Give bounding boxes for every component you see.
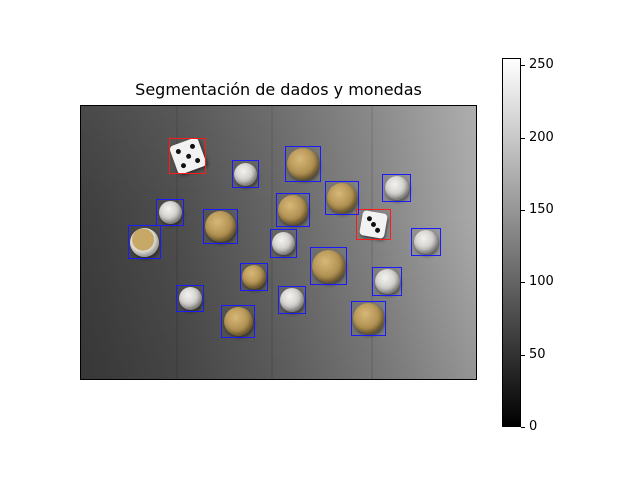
- coin: [178, 287, 202, 310]
- coin: [272, 232, 295, 255]
- coin-bounding-box: [240, 263, 268, 291]
- coin-bounding-box: [128, 225, 161, 259]
- colorbar-tick: [521, 209, 525, 211]
- coin-bounding-box: [270, 229, 297, 258]
- colorbar-tick-label: 250: [529, 57, 554, 73]
- coin: [414, 230, 438, 254]
- colorbar-tick-label: 50: [529, 346, 546, 362]
- coin: [312, 249, 345, 283]
- coin-bounding-box: [278, 286, 306, 314]
- colorbar-tick-label: 0: [529, 419, 538, 434]
- coin: [374, 269, 400, 294]
- segmented-image: [80, 105, 477, 380]
- colorbar-tick-label: 200: [529, 129, 554, 145]
- background-streak: [176, 106, 178, 379]
- colorbar-tick: [521, 282, 525, 284]
- die-bounding-box: [356, 209, 391, 240]
- coin-bounding-box: [276, 193, 310, 227]
- colorbar-tick-label: 100: [529, 274, 554, 290]
- coin: [280, 288, 304, 312]
- coin-bounding-box: [285, 146, 321, 182]
- colorbar: [502, 58, 521, 427]
- background-streak: [371, 106, 373, 379]
- figure-title: Segmentación de dados y monedas: [135, 80, 422, 99]
- coin: [327, 183, 357, 213]
- colorbar-tick: [521, 65, 525, 67]
- coin: [130, 227, 159, 257]
- coin: [158, 201, 182, 224]
- colorbar-tick: [521, 137, 525, 139]
- colorbar-tick-label: 150: [529, 201, 554, 217]
- die-bounding-box: [169, 138, 206, 174]
- colorbar-tick: [521, 354, 525, 356]
- coin: [205, 211, 236, 242]
- colorbar-tick: [521, 427, 525, 428]
- coin: [384, 176, 409, 200]
- coin: [287, 148, 319, 180]
- coin: [223, 307, 253, 336]
- coin-bounding-box: [372, 267, 402, 296]
- coin-bounding-box: [325, 181, 359, 215]
- coin-bounding-box: [310, 247, 347, 285]
- coin-bounding-box: [382, 174, 411, 202]
- coin: [278, 195, 308, 225]
- coin-bounding-box: [203, 209, 238, 244]
- coin: [242, 265, 266, 289]
- coin: [353, 303, 384, 334]
- coin: [234, 162, 257, 186]
- coin-bounding-box: [411, 228, 441, 256]
- coin-bounding-box: [351, 301, 386, 336]
- coin-bounding-box: [156, 199, 184, 226]
- coin-bounding-box: [232, 160, 259, 188]
- coin-bounding-box: [221, 305, 255, 338]
- coin-bounding-box: [176, 285, 204, 312]
